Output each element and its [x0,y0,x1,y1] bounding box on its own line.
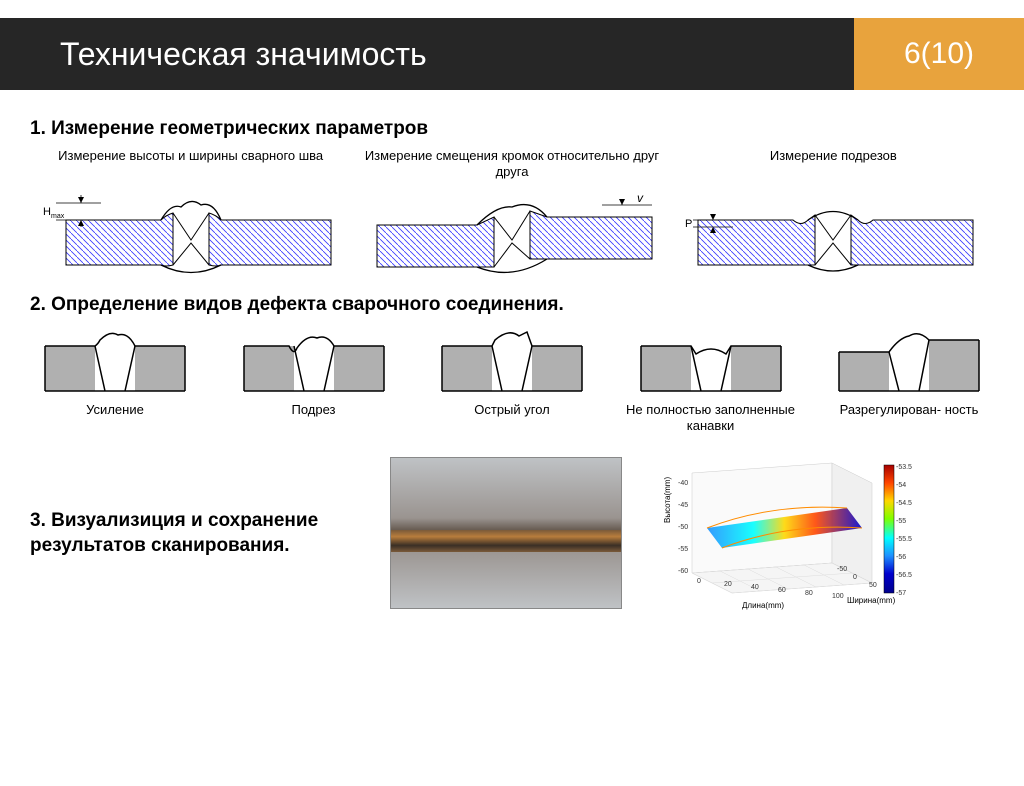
defect-reinforcement: Усиление [30,326,200,436]
slide-title: Техническая значимость [0,18,854,90]
svg-text:v: v [637,191,644,205]
defect-underfill: Не полностью заполненные канавки [626,326,796,436]
svg-text:max: max [51,213,65,220]
defect-label: Острый угол [427,402,597,419]
z-axis-label: Высота(mm) [663,477,672,523]
svg-text:-54: -54 [896,482,906,489]
svg-text:0: 0 [697,578,701,585]
section-2-title: 2. Определение видов дефекта сварочного … [30,294,994,316]
svg-text:-50: -50 [837,566,847,573]
weld-diagram-3: P [683,185,983,280]
section-1-captions: Измерение высоты и ширины сварного шва И… [30,148,994,181]
svg-text:50: 50 [869,582,877,589]
defect-misalignment: Разрегулирован- ность [824,326,994,436]
svg-text:-55: -55 [896,518,906,525]
weld-sample-photo [390,457,622,609]
section-1-diagrams: H max v [30,185,994,280]
weld-diagram-1: H max [41,185,341,280]
svg-text:-60: -60 [678,568,688,575]
accent-strip [1010,18,1024,36]
svg-text:-55.5: -55.5 [896,536,912,543]
defect-label: Не полностью заполненные канавки [626,402,796,436]
y-axis-label: Ширина(mm) [847,596,896,605]
caption-1: Измерение высоты и ширины сварного шва [30,148,351,164]
section-2-defects: Усиление Подрез Острый угол [30,326,994,436]
section-3-row: 3. Визуализиция и сохранение результатов… [30,453,994,613]
svg-text:80: 80 [805,590,813,597]
weld-diagram-2: v [362,185,662,280]
caption-3: Измерение подрезов [673,148,994,164]
svg-text:-40: -40 [678,480,688,487]
svg-text:-56: -56 [896,554,906,561]
svg-text:-53.5: -53.5 [896,464,912,471]
defect-label: Подрез [229,402,399,419]
svg-text:100: 100 [832,593,844,600]
scan-3d-plot: Высота(mm) Длина(mm) Ширина(mm) -60 -55 -5… [652,453,912,613]
svg-text:P: P [685,218,692,230]
svg-text:-50: -50 [678,524,688,531]
svg-text:-45: -45 [678,502,688,509]
page-number-badge: 6(10) [854,18,1024,90]
svg-text:60: 60 [778,587,786,594]
colorbar [884,465,894,593]
defect-label: Усиление [30,402,200,419]
svg-text:40: 40 [751,584,759,591]
slide-header: Техническая значимость 6(10) [0,18,1024,90]
defect-label: Разрегулирован- ность [824,402,994,419]
svg-text:-57: -57 [896,590,906,597]
svg-text:-54.5: -54.5 [896,500,912,507]
hmax-label: H [43,206,51,218]
svg-text:20: 20 [724,581,732,588]
section-1-title: 1. Измерение геометрических параметров [30,118,994,140]
x-axis-label: Длина(mm) [742,601,784,610]
svg-text:0: 0 [853,574,857,581]
svg-text:-55: -55 [678,546,688,553]
caption-2: Измерение смещения кромок относительно д… [351,148,672,181]
svg-text:-56.5: -56.5 [896,572,912,579]
section-3-title: 3. Визуализиция и сохранение результатов… [30,508,390,559]
defect-undercut: Подрез [229,326,399,436]
defect-sharp-angle: Острый угол [427,326,597,436]
